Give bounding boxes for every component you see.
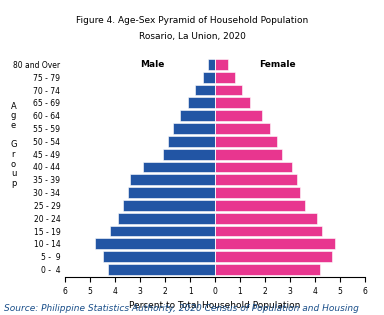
Bar [163, 149, 215, 160]
Bar [215, 149, 283, 160]
Text: Figure 4. Age-Sex Pyramid of Household Population: Figure 4. Age-Sex Pyramid of Household P… [76, 16, 308, 25]
Text: A
g
e

G
r
o
u
p: A g e G r o u p [10, 102, 17, 188]
X-axis label: Percent to Total Household Population: Percent to Total Household Population [129, 301, 301, 311]
Bar [130, 174, 215, 185]
Bar [215, 72, 235, 83]
Text: Source: Philippine Statistics Authority, 2020 Census of Population and Housing: Source: Philippine Statistics Authority,… [4, 304, 359, 313]
Bar [187, 97, 215, 108]
Bar [215, 213, 317, 224]
Bar [143, 162, 215, 172]
Bar [110, 226, 215, 237]
Bar [215, 136, 277, 147]
Bar [215, 200, 305, 211]
Bar [203, 72, 215, 83]
Bar [215, 59, 227, 70]
Bar [215, 238, 335, 249]
Bar [215, 264, 320, 275]
Bar [173, 123, 215, 134]
Bar [215, 123, 270, 134]
Bar [215, 110, 263, 121]
Bar [215, 187, 300, 198]
Bar [123, 200, 215, 211]
Bar [215, 85, 243, 95]
Bar [127, 187, 215, 198]
Bar [167, 136, 215, 147]
Bar [103, 251, 215, 262]
Text: Male: Male [141, 60, 165, 69]
Bar [108, 264, 215, 275]
Bar [215, 251, 332, 262]
Bar [215, 97, 250, 108]
Bar [118, 213, 215, 224]
Bar [215, 162, 293, 172]
Text: Female: Female [259, 60, 296, 69]
Bar [215, 226, 322, 237]
Bar [180, 110, 215, 121]
Text: Rosario, La Union, 2020: Rosario, La Union, 2020 [139, 32, 245, 41]
Bar [215, 174, 297, 185]
Bar [195, 85, 215, 95]
Bar [95, 238, 215, 249]
Bar [207, 59, 215, 70]
